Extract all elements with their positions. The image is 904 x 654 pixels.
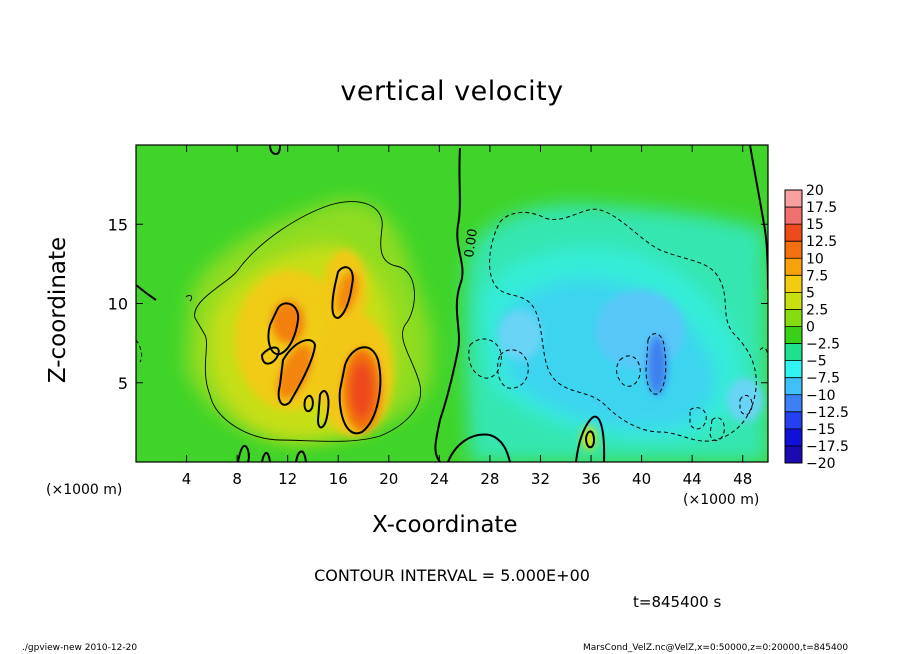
colorbar-label: −12.5 [806,405,849,421]
y-tick-label: 15 [108,215,128,234]
colorbar-label: 7.5 [806,268,828,284]
colorbar-swatch [785,377,802,396]
colorbar-label: 2.5 [806,302,828,318]
colorbar-swatch [785,428,802,447]
x-tick-label: 40 [632,470,651,488]
x-tick-label: 44 [683,470,702,488]
x-tick-label: 12 [278,470,297,488]
x-tick-label: 28 [480,470,499,488]
colorbar-label: 12.5 [806,234,837,250]
x-axis-label: X-coordinate [372,512,518,538]
colorbar-swatch [785,241,802,259]
colorbar-swatch [785,343,802,362]
chart-title: vertical velocity [340,76,564,107]
footer-right: MarsCond_VelZ.nc@VelZ,x=0:50000,z=0:2000… [583,643,849,653]
colorbar-label: 5 [806,285,815,301]
colorbar-label: 10 [806,251,824,267]
colorbar-swatch [785,360,802,379]
colorbar-label: −7.5 [806,371,840,387]
colorbar-label: −17.5 [806,439,849,455]
contour-interval: CONTOUR INTERVAL = 5.000E+00 [314,566,590,585]
x-tick-label: 20 [379,470,398,488]
x-tick-label: 4 [182,470,192,488]
colorbar-swatch [785,190,802,208]
time-label: t=845400 s [633,593,722,611]
colorbar-label: −5 [806,354,827,370]
colorbar-label: −20 [806,456,836,472]
colorbar-label: 0 [806,320,815,336]
colorbar-label: −2.5 [806,337,840,353]
colorbar-swatch [785,445,802,464]
x-axis: 4 8 12 16 20 24 28 32 36 40 44 48 [182,145,752,488]
colorbar-swatch [785,292,802,310]
y-axis: 5 10 15 [108,215,768,393]
colorbar-label: −15 [806,422,836,438]
y-axis-label: Z-coordinate [45,236,71,384]
footer-left: ./gpview-new 2010-12-20 [22,643,138,653]
colorbar-swatch [785,309,802,327]
x-axis-unit: (×1000 m) [683,492,760,508]
x-tick-label: 16 [329,470,348,488]
y-tick-label: 10 [108,295,128,314]
y-tick-label: 5 [118,374,128,393]
colorbar-swatch [785,326,802,345]
colorbar-swatch [785,207,802,225]
colorbar-label: 17.5 [806,200,837,216]
x-tick-label: 48 [733,470,752,488]
contour-label: 0.00 [462,228,481,259]
x-tick-label: 8 [232,470,242,488]
x-tick-label: 32 [531,470,550,488]
y-axis-unit: (×1000 m) [46,482,123,498]
colorbar-label: 15 [806,217,824,233]
x-tick-label: 36 [581,470,600,488]
colorbar-swatch [785,394,802,413]
velocity-field: 0.00 [136,145,768,462]
colorbar-swatch [785,275,802,293]
x-tick-label: 24 [430,470,449,488]
colorbar-label: −10 [806,388,836,404]
colorbar-label: 20 [806,183,824,199]
colorbar-swatch [785,224,802,242]
colorbar-swatch [785,411,802,430]
colorbar-swatch [785,258,802,276]
